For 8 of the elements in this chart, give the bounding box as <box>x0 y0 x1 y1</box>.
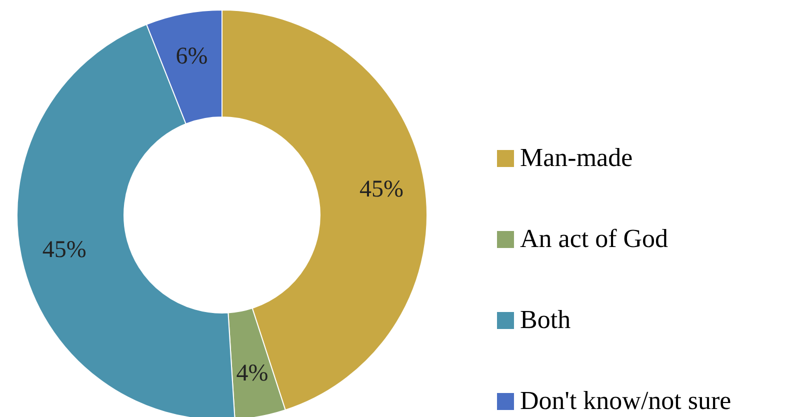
legend-label: Man-made <box>520 143 633 173</box>
legend-label: Don't know/not sure <box>520 386 732 416</box>
data-label: 45% <box>360 176 404 203</box>
data-label: 4% <box>236 360 268 387</box>
legend-label: Both <box>520 305 571 335</box>
data-label: 6% <box>176 43 208 70</box>
legend-label: An act of God <box>520 224 668 254</box>
data-label: 45% <box>42 237 86 264</box>
